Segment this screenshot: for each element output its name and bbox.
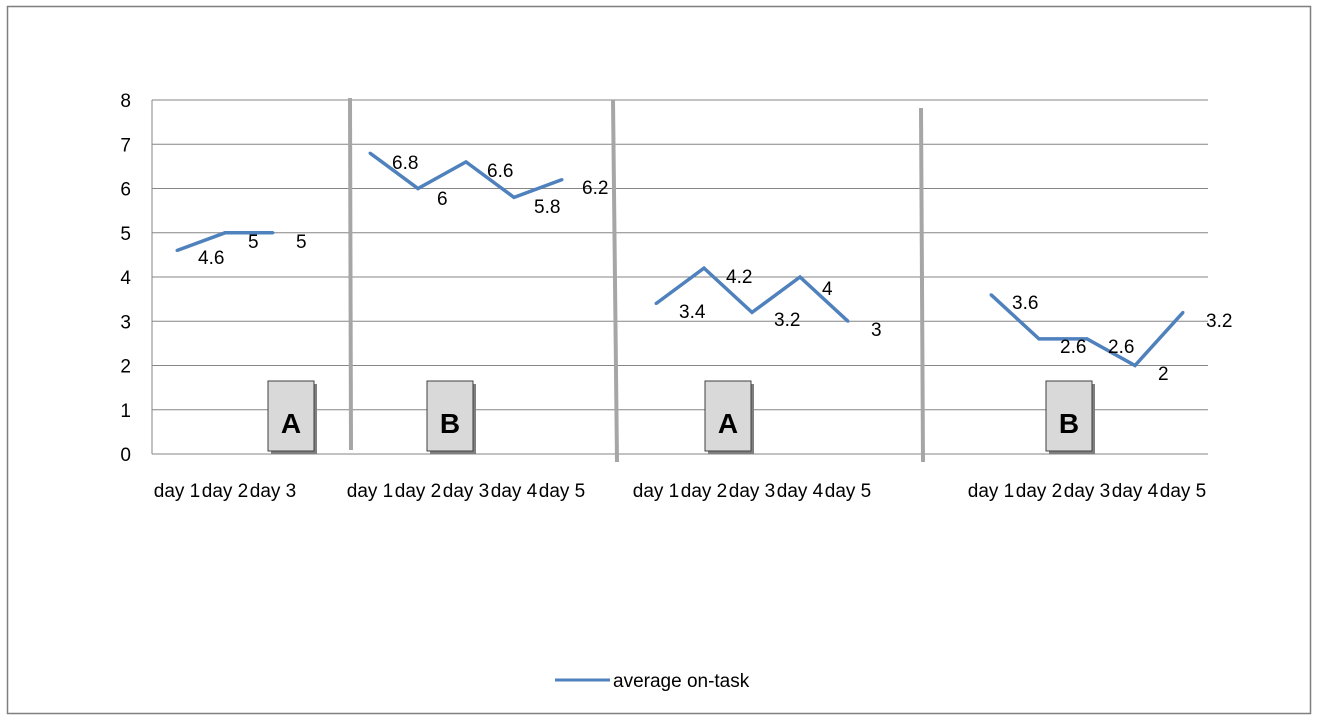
- y-tick-label: 4: [120, 268, 131, 289]
- chart-border: [6, 5, 1312, 715]
- phase-box: [426, 380, 474, 452]
- x-tick-label: day 2: [202, 481, 248, 502]
- y-tick-label: 3: [120, 312, 131, 333]
- y-tick-label: 6: [120, 180, 131, 201]
- x-tick-label: day 3: [729, 481, 775, 502]
- phase-box: [704, 380, 752, 452]
- phase-dividers: [348, 97, 925, 463]
- phase-divider: [611, 99, 619, 463]
- phase-divider: [348, 97, 353, 451]
- data-point: [1037, 337, 1041, 341]
- phase-label: A: [718, 408, 738, 439]
- x-tick-label: day 1: [347, 481, 393, 502]
- x-tick-label: day 1: [154, 481, 200, 502]
- x-tick-label: day 2: [681, 481, 727, 502]
- data-point: [750, 310, 754, 314]
- data-label: 4.6: [198, 248, 224, 269]
- data-label: 3.2: [1206, 311, 1232, 332]
- data-point: [654, 302, 658, 306]
- data-point: [416, 187, 420, 190]
- phase-divider: [919, 107, 925, 463]
- data-label: 6.6: [487, 161, 513, 182]
- data-point: [989, 293, 993, 297]
- data-point: [560, 178, 564, 182]
- x-tick-label: day 4: [777, 481, 824, 502]
- phase-box: [267, 380, 315, 452]
- phase-label: B: [1059, 408, 1079, 439]
- data-label: 6: [437, 189, 448, 210]
- data-label: 5: [296, 232, 307, 253]
- x-tick-label: day 4: [1112, 481, 1159, 502]
- y-tick-label: 5: [120, 224, 131, 245]
- y-tick-label: 7: [120, 135, 131, 156]
- phase-box: [1045, 380, 1093, 452]
- data-point: [271, 231, 275, 235]
- data-point: [464, 160, 468, 164]
- x-tick-label: day 2: [395, 481, 441, 502]
- data-label: 3.6: [1012, 293, 1038, 314]
- data-point: [223, 231, 227, 235]
- x-tick-label: day 3: [1064, 481, 1110, 502]
- phase-label: A: [281, 408, 301, 439]
- y-axis-tick-labels: 0 1 2 3 4 5 6 7 8: [120, 91, 131, 466]
- data-label: 4.2: [726, 267, 752, 288]
- x-axis-tick-labels: day 1 day 2 day 3 day 1 day 2 day 3 day 4 day 5…: [154, 481, 1206, 502]
- data-label: 3.2: [774, 310, 800, 331]
- y-tick-label: 2: [120, 357, 131, 378]
- data-point: [512, 195, 516, 199]
- data-point: [1133, 364, 1137, 367]
- x-tick-label: day 5: [539, 481, 585, 502]
- x-tick-label: day 4: [491, 481, 538, 502]
- data-labels: 4.6 5 5 6.8 6 6.6 5.8 6.2 3.4 4.2 3.2 4 3 3.6 2.6 2.6 2 3…: [198, 153, 1232, 385]
- series-lines: [175, 151, 1185, 368]
- y-tick-label: 8: [120, 91, 131, 112]
- x-tick-label: day 3: [250, 481, 296, 502]
- data-label: 3: [871, 320, 882, 341]
- data-point: [846, 319, 850, 323]
- data-label: 5: [248, 232, 259, 253]
- data-point: [368, 151, 372, 155]
- data-label: 6.8: [392, 153, 418, 174]
- x-tick-label: day 1: [968, 481, 1014, 502]
- data-label: 6.2: [582, 178, 608, 199]
- gridlines: [151, 99, 1208, 455]
- data-point: [1181, 310, 1185, 314]
- x-tick-label: day 2: [1016, 481, 1062, 502]
- data-label: 4: [822, 279, 833, 300]
- x-tick-label: day 5: [1160, 481, 1206, 502]
- data-label: 2: [1158, 364, 1169, 385]
- x-tick-label: day 3: [443, 481, 489, 502]
- data-label: 2.6: [1108, 337, 1134, 358]
- phase-label: B: [440, 408, 460, 439]
- x-tick-label: day 5: [825, 481, 871, 502]
- x-tick-label: day 1: [633, 481, 679, 502]
- legend-label: average on-task: [613, 671, 750, 692]
- data-point: [702, 266, 706, 270]
- data-point: [175, 248, 179, 252]
- data-label: 3.4: [679, 302, 706, 323]
- y-tick-label: 0: [120, 445, 131, 466]
- y-tick-label: 1: [120, 401, 131, 422]
- data-label: 5.8: [534, 197, 560, 218]
- legend: average on-task: [555, 671, 750, 692]
- data-point: [1085, 337, 1089, 341]
- data-label: 2.6: [1060, 337, 1086, 358]
- data-point: [798, 275, 802, 279]
